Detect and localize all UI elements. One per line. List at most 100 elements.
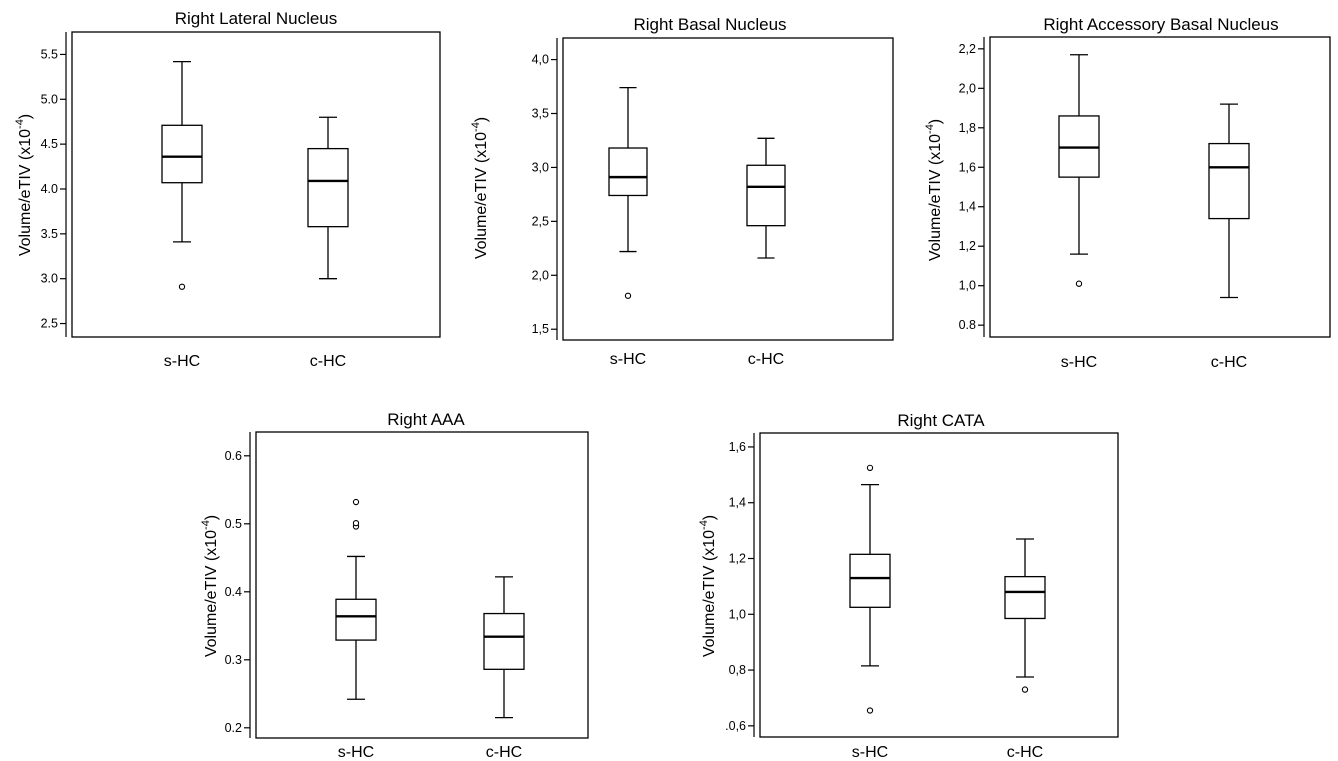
y-tick-label: 1,4 <box>729 496 746 510</box>
y-axis-unit-exponent: -4 <box>924 124 936 134</box>
plot-frame <box>562 37 894 341</box>
y-tick-label: 3,5 <box>532 107 549 121</box>
box-c-hc <box>1208 142 1250 220</box>
y-tick-label: 2,0 <box>532 268 549 282</box>
y-tick-label: 1,6 <box>959 160 976 174</box>
plot-area: 0.8 1,0 1,2 1,4 1,6 1,8 2,0 2,2 <box>959 36 1331 338</box>
outlier-point <box>178 283 186 290</box>
category-label-s-hc: s-HC <box>610 351 646 368</box>
plot-frame <box>255 431 589 739</box>
plot-area: .0,6 0,8 1,0 1,2 1,4 1,6 <box>725 432 1119 738</box>
outlier-point <box>624 292 632 299</box>
y-tick-label: 1,0 <box>729 607 746 621</box>
y-tick-label: 4,0 <box>532 53 549 67</box>
y-axis-label: Volume/eTIV (x10-4) <box>14 114 34 256</box>
y-tick-label: 5.5 <box>41 47 58 61</box>
y-tick-label: 3,0 <box>532 160 549 174</box>
chart-panel-right-basal-nucleus: Right Basal Nucleus Volume/eTIV (x10-4) … <box>450 0 900 380</box>
y-axis-label-text: Volume/eTIV <box>927 169 944 261</box>
box-c-hc <box>307 147 349 228</box>
y-tick-label: 0,8 <box>729 663 746 677</box>
y-axis-unit-exponent: -4 <box>14 119 26 129</box>
box-c-hc <box>1004 575 1046 620</box>
category-label-c-hc: c-HC <box>1007 744 1043 761</box>
category-label-c-hc: c-HC <box>748 351 784 368</box>
y-tick-label: 1,0 <box>959 279 976 293</box>
category-label-s-hc: s-HC <box>338 744 374 761</box>
y-tick-label: 0.6 <box>225 449 242 463</box>
y-tick-label: 1,2 <box>959 239 976 253</box>
y-tick-label: 5.0 <box>41 92 58 106</box>
y-tick-label: 4.0 <box>41 182 58 196</box>
y-tick-label: 1,5 <box>532 322 549 336</box>
outlier-point <box>1075 280 1083 287</box>
y-tick-label: 1,2 <box>729 552 746 566</box>
outlier-point <box>866 464 874 472</box>
y-tick-label: 0.5 <box>225 517 242 531</box>
y-tick-label: 1,4 <box>959 200 976 214</box>
boxplot-right-aaa: Right AAA Volume/eTIV (x10-4) 0.20.30.40… <box>200 410 589 761</box>
y-tick-label: 2,5 <box>532 214 549 228</box>
category-label-c-hc: c-HC <box>1211 354 1247 371</box>
y-tick-label: 2,2 <box>959 42 976 56</box>
box-s-hc <box>335 598 377 641</box>
y-tick-label: 4.5 <box>41 137 58 151</box>
outlier-point <box>1021 686 1029 693</box>
outlier-point <box>866 707 874 714</box>
category-label-s-hc: s-HC <box>164 353 200 370</box>
plot-area: 0.2 0.3 0.4 0.5 0.6 <box>225 431 589 739</box>
y-axis-label-text: Volume/eTIV <box>473 167 490 259</box>
box-s-hc <box>608 147 648 197</box>
y-axis-label: Volume/eTIV (x10-4) <box>924 119 944 261</box>
y-axis-label-text: Volume/eTIV <box>17 164 34 256</box>
outlier-point <box>352 498 360 506</box>
chart-panel-right-aaa: Right AAA Volume/eTIV (x10-4) 0.2 0.3 0.4 0… <box>190 400 640 761</box>
boxplot-right-basal-nucleus: Right Basal Nucleus Volume/eTIV (x10-4) … <box>470 15 894 368</box>
y-axis-unit-suffix: ) <box>701 515 718 520</box>
category-label-s-hc: s-HC <box>1061 354 1097 371</box>
box-c-hc <box>746 164 786 227</box>
y-axis-unit-prefix: (x10 <box>473 132 490 163</box>
y-axis-unit-exponent: -4 <box>200 520 212 530</box>
y-axis-unit-prefix: (x10 <box>927 134 944 165</box>
box-s-hc <box>161 124 203 184</box>
chart-title: Right CATA <box>897 411 985 430</box>
y-axis-label-text: Volume/eTIV <box>701 565 718 657</box>
boxplot-right-lateral-nucleus: Right Lateral Nucleus Volume/eTIV (x10-4… <box>14 9 441 370</box>
y-axis-label: Volume/eTIV (x10-4) <box>200 515 220 657</box>
y-tick-label: 3.0 <box>41 272 58 286</box>
y-axis-unit-exponent: -4 <box>698 520 710 530</box>
y-tick-label: 3.5 <box>41 227 58 241</box>
y-axis-unit-suffix: ) <box>927 119 944 124</box>
y-axis-unit-prefix: (x10 <box>203 530 220 561</box>
chart-title: Right Accessory Basal Nucleus <box>1043 15 1278 34</box>
y-tick-label: 0.8 <box>959 318 976 332</box>
y-tick-label: 2.5 <box>41 317 58 331</box>
chart-title: Right Lateral Nucleus <box>175 9 338 28</box>
y-axis-unit-suffix: ) <box>17 114 34 119</box>
plot-frame <box>989 36 1331 338</box>
y-tick-label: 0.2 <box>225 721 242 735</box>
chart-title: Right Basal Nucleus <box>633 15 786 34</box>
y-axis-label-text: Volume/eTIV <box>203 565 220 657</box>
chart-title: Right AAA <box>387 410 465 429</box>
box-s-hc <box>849 553 891 608</box>
boxplot-right-cata: Right CATA Volume/eTIV (x10-4) .0,6 0,8 1,… <box>698 411 1119 761</box>
plot-area: 1,5 2,0 2,5 3,0 3,5 4,0 <box>532 37 894 341</box>
y-tick-label: 1,6 <box>729 440 746 454</box>
chart-panel-right-accessory-basal-nucleus: Right Accessory Basal Nucleus Volume/eTI… <box>900 0 1338 380</box>
y-axis-label: Volume/eTIV (x10-4) <box>470 117 490 259</box>
chart-panel-right-lateral-nucleus: Right Lateral Nucleus Volume/eTIV (x10-4… <box>0 0 450 380</box>
category-label-c-hc: c-HC <box>486 744 522 761</box>
y-tick-label: 0.3 <box>225 653 242 667</box>
plot-frame <box>759 432 1119 738</box>
y-tick-label: 2,0 <box>959 81 976 95</box>
boxplot-right-accessory-basal-nucleus: Right Accessory Basal Nucleus Volume/eTI… <box>924 15 1331 371</box>
plot-frame <box>71 31 441 338</box>
category-label-s-hc: s-HC <box>852 744 888 761</box>
y-axis-unit-exponent: -4 <box>470 122 482 132</box>
box-c-hc <box>483 612 525 670</box>
y-tick-label: .0,6 <box>725 719 746 733</box>
outlier-point <box>352 519 360 527</box>
plot-area: 2.5 3.0 3.5 4.0 4.5 5.0 5.5 <box>41 31 441 338</box>
